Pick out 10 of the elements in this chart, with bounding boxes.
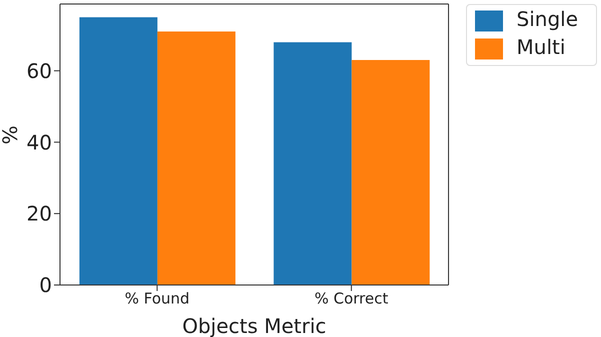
y-tick-label: 0 (39, 273, 52, 298)
legend-label: Single (516, 7, 578, 32)
legend-label: Multi (516, 35, 566, 60)
y-tick-label: 20 (26, 202, 52, 226)
x-tick-label: % Found (124, 290, 190, 308)
y-tick-label: 60 (26, 58, 52, 83)
y-axis-title: % (0, 125, 22, 144)
y-tick-label: 40 (26, 130, 52, 154)
x-tick-label: % Correct (314, 290, 388, 308)
x-axis-title: Objects Metric (182, 314, 326, 337)
